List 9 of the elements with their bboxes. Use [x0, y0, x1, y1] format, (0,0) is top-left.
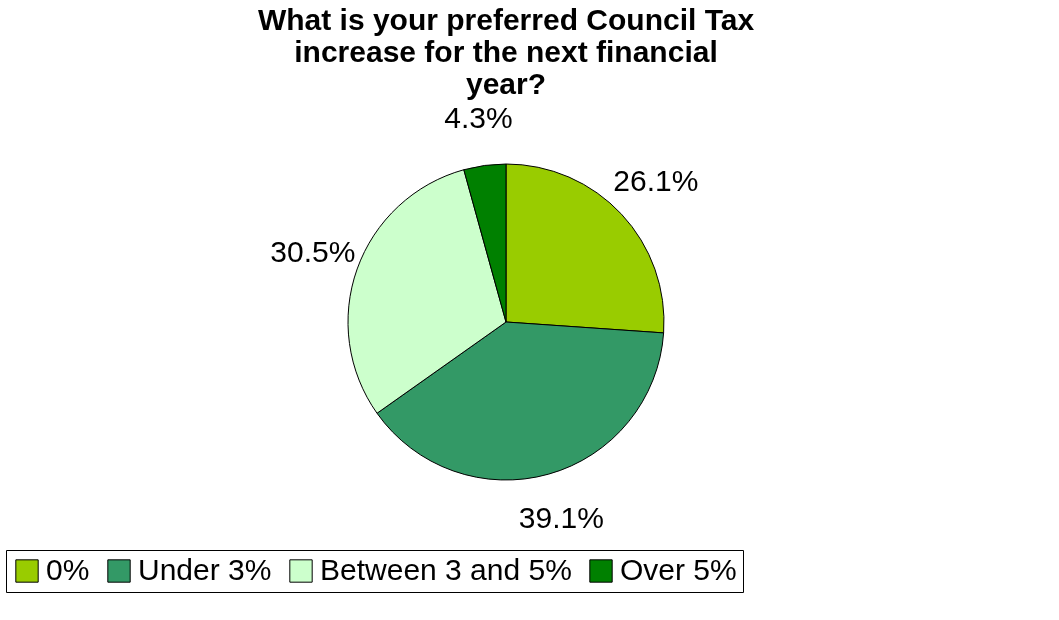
data-label: 26.1% [613, 164, 699, 198]
chart-title: What is your preferred Council Tax increase for the next financial year? [257, 2, 755, 100]
data-label: 39.1% [518, 501, 604, 535]
legend-label: Between 3 and 5% [320, 553, 572, 586]
legend-label: Under 3% [138, 553, 272, 586]
data-label: 30.5% [270, 235, 356, 269]
legend-label: 0% [46, 553, 90, 586]
data-label: 4.3% [444, 100, 513, 134]
legend-label: Over 5% [620, 553, 737, 586]
